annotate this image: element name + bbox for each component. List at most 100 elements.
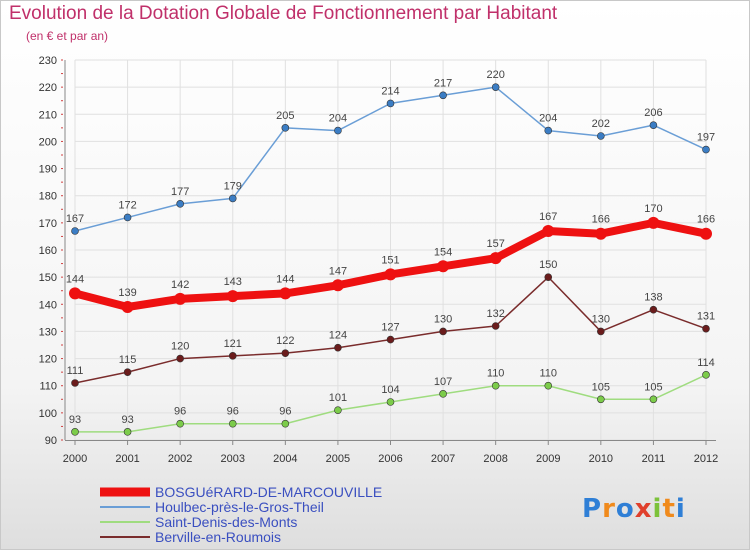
data-label: 144: [276, 273, 294, 285]
data-label: 167: [66, 213, 84, 225]
chart-title: Evolution de la Dotation Globale de Fonc…: [9, 3, 558, 24]
data-label: 96: [227, 406, 239, 418]
data-label: 139: [118, 287, 136, 299]
y-tick-label: 140: [39, 299, 57, 311]
data-label: 204: [539, 113, 557, 125]
data-label: 157: [486, 238, 504, 250]
data-label: 154: [434, 246, 452, 258]
data-label: 132: [486, 308, 504, 320]
data-label: 202: [592, 118, 610, 130]
data-label: 105: [644, 381, 662, 393]
data-point: [544, 381, 553, 390]
data-point: [491, 83, 500, 91]
data-label: 104: [381, 384, 399, 396]
data-label: 147: [329, 265, 347, 277]
x-tick-label: 2007: [431, 453, 455, 465]
data-label: 151: [381, 254, 399, 266]
y-tick-label: 100: [39, 408, 57, 420]
legend-label: Berville-en-Roumois: [155, 529, 281, 545]
data-point: [174, 292, 187, 305]
x-tick-label: 2008: [483, 453, 507, 465]
data-point: [176, 354, 184, 363]
logo-letter: t: [662, 494, 676, 524]
y-tick-label: 120: [39, 354, 57, 366]
data-label: 206: [644, 107, 662, 119]
data-point: [386, 99, 395, 108]
data-label: 220: [486, 69, 504, 81]
data-point: [176, 419, 184, 428]
data-point: [228, 419, 237, 428]
x-tick-label: 2004: [273, 453, 297, 465]
data-point: [121, 301, 134, 313]
data-point: [649, 121, 658, 129]
data-label: 214: [381, 85, 399, 97]
data-point: [489, 252, 502, 265]
logo-letter: x: [634, 494, 653, 524]
data-point: [334, 126, 342, 135]
data-point: [334, 343, 342, 352]
data-label: 177: [171, 186, 189, 198]
data-point: [331, 279, 344, 292]
data-label: 217: [434, 77, 452, 89]
data-label: 138: [644, 292, 662, 304]
logo-letter: P: [582, 494, 603, 524]
x-tick-label: 2009: [536, 453, 560, 465]
logo-letter: r: [602, 494, 616, 524]
data-point: [544, 273, 553, 281]
data-point: [437, 260, 450, 273]
y-tick-label: 150: [39, 272, 57, 284]
data-label: 93: [121, 414, 133, 426]
x-tick-label: 2006: [378, 453, 402, 465]
x-tick-label: 2002: [168, 453, 192, 465]
data-label: 150: [539, 259, 557, 271]
y-tick-label: 170: [39, 218, 57, 230]
data-point: [71, 227, 79, 235]
data-point: [176, 200, 184, 208]
data-point: [123, 368, 132, 376]
logo-letter: o: [615, 494, 635, 524]
x-tick-label: 2003: [221, 453, 245, 465]
data-point: [647, 216, 660, 229]
data-point: [386, 398, 395, 406]
logo-letter: i: [675, 494, 686, 524]
data-label: 122: [276, 335, 294, 347]
data-point: [594, 227, 607, 240]
data-label: 167: [539, 211, 557, 223]
data-label: 107: [434, 376, 452, 388]
logo-letter: i: [652, 494, 663, 524]
data-label: 130: [434, 313, 452, 325]
data-point: [597, 132, 605, 140]
data-label: 204: [329, 113, 347, 125]
x-tick-label: 2012: [694, 453, 718, 465]
data-point: [700, 227, 712, 240]
data-label: 120: [171, 341, 189, 353]
y-tick-label: 220: [39, 82, 57, 94]
data-label: 179: [224, 180, 242, 192]
proxiti-logo: Proxiti: [582, 494, 686, 524]
data-label: 110: [539, 368, 557, 380]
y-tick-label: 230: [39, 55, 57, 67]
data-point: [439, 327, 447, 336]
legend-label: Houlbec-près-le-Gros-Theil: [155, 499, 324, 515]
data-label: 105: [592, 381, 610, 393]
data-label: 197: [697, 132, 715, 144]
y-tick-label: 130: [39, 326, 57, 338]
data-point: [702, 324, 710, 333]
data-point: [491, 322, 500, 330]
data-point: [439, 390, 447, 398]
data-point: [226, 290, 239, 303]
data-label: 115: [119, 354, 137, 366]
data-point: [281, 349, 290, 357]
data-label: 121: [224, 338, 242, 350]
data-label: 114: [697, 357, 715, 369]
data-label: 124: [329, 330, 347, 342]
y-tick-label: 210: [39, 109, 57, 121]
data-label: 93: [69, 414, 81, 426]
data-point: [544, 126, 553, 135]
data-point: [228, 352, 237, 360]
x-tick-label: 2011: [642, 453, 666, 465]
data-label: 96: [174, 406, 186, 418]
data-label: 143: [224, 276, 242, 288]
data-label: 170: [644, 203, 662, 215]
data-label: 111: [67, 365, 84, 377]
